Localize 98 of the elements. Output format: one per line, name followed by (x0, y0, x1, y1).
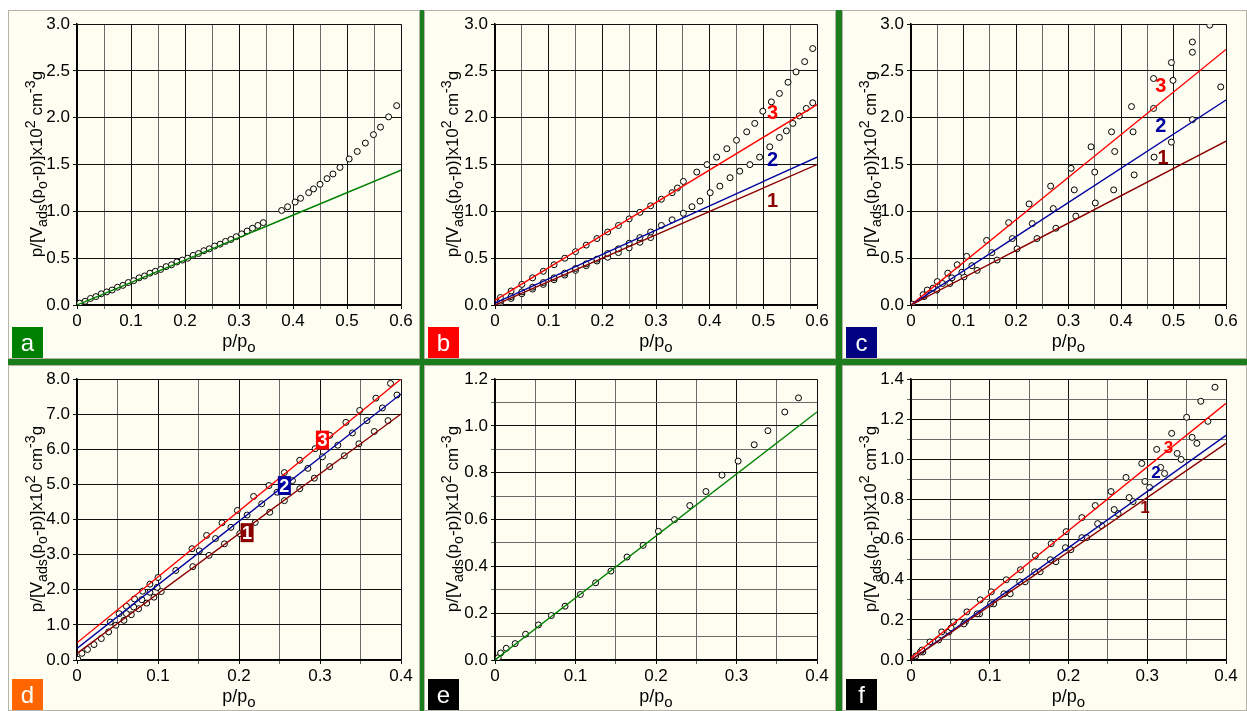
x-tick-label: 0.3 (724, 665, 749, 685)
x-tick-label: 0.5 (1161, 310, 1186, 330)
series-label: 1 (1157, 146, 1169, 169)
text: d (12, 679, 43, 710)
x-tick-label: 0.1 (119, 310, 143, 330)
x-tick-label: 0.4 (697, 310, 722, 330)
y-tick-label: 2.0 (464, 107, 488, 127)
y-tick-label: 8.0 (46, 368, 70, 388)
y-tick-label: 5.0 (46, 474, 70, 494)
y-tick-label: 0.5 (464, 247, 488, 267)
x-tick-label: 0.2 (1056, 665, 1081, 685)
series-label: 2 (1155, 113, 1167, 136)
y-tick-label: 3.0 (46, 13, 70, 33)
x-tick-label: 0.2 (227, 665, 251, 685)
y-tick-label: 0.4 (464, 556, 488, 576)
y-tick-label: 7.0 (46, 403, 70, 423)
x-tick-label: 0.5 (751, 310, 776, 330)
y-tick-label: 0.6 (464, 509, 488, 529)
y-tick-label: 2.5 (464, 60, 488, 80)
x-tick-label: 0.3 (1135, 665, 1160, 685)
y-tick-label: 1.0 (464, 201, 488, 221)
y-tick-label: 1.2 (464, 368, 488, 388)
y-tick-label: 4.0 (46, 509, 70, 529)
y-tick-label: 1.5 (880, 154, 904, 174)
series-label: 2 (1151, 463, 1161, 483)
x-tick-label: 0.4 (1109, 310, 1133, 330)
x-axis-title: p/p$_{o}$ (222, 331, 256, 357)
y-tick-label: 0.0 (880, 294, 904, 314)
y-tick-label: 3.0 (880, 13, 904, 33)
x-tick-label: 0.6 (1214, 310, 1238, 330)
y-tick-label: 0.8 (464, 462, 488, 482)
series-label: 1 (767, 189, 779, 212)
y-tick-label: 3.0 (46, 544, 70, 564)
text: e (428, 679, 459, 710)
y-tick-label: 3.0 (464, 13, 488, 33)
y-tick-label: 1.0 (46, 614, 70, 634)
y-tick-label: 1.0 (880, 201, 904, 221)
x-tick-label: 0 (906, 665, 916, 685)
y-tick-label: 1.5 (464, 154, 488, 174)
y-tick-label: 0.2 (880, 609, 904, 629)
x-axis-title: p/p$_{o}$ (639, 686, 673, 711)
x-tick-label: 0 (72, 665, 82, 685)
x-tick-label: 0.3 (308, 665, 332, 685)
y-tick-label: 1.0 (464, 415, 488, 435)
x-tick-label: 0.3 (644, 310, 668, 330)
x-tick-label: 0.3 (227, 310, 251, 330)
x-axis-title: p/p$_{o}$ (1051, 686, 1086, 711)
x-tick-label: 0.5 (335, 310, 359, 330)
y-tick-label: 1.5 (46, 154, 70, 174)
y-tick-label: 2.5 (880, 60, 904, 80)
series-label: 3 (317, 430, 328, 451)
x-tick-label: 0.3 (1056, 310, 1081, 330)
x-axis-title: p/p$_{o}$ (222, 686, 256, 711)
y-tick-label: 0.8 (880, 489, 904, 509)
x-tick-label: 0.1 (951, 310, 976, 330)
x-tick-label: 0.2 (173, 310, 197, 330)
x-tick-label: 0.4 (281, 310, 305, 330)
x-tick-label: 0.6 (389, 310, 413, 330)
y-tick-label: 1.0 (880, 449, 904, 469)
x-axis-title: p/p$_{o}$ (1051, 331, 1086, 357)
y-tick-label: 0.0 (880, 649, 904, 669)
x-tick-label: 0.4 (1214, 665, 1238, 685)
text: b (428, 327, 459, 358)
y-tick-label: 2.0 (46, 579, 70, 599)
y-tick-label: 2.0 (46, 107, 70, 127)
y-tick-label: 1.0 (46, 201, 70, 221)
y-tick-label: 2.5 (46, 60, 70, 80)
series-label: 2 (279, 475, 290, 496)
x-axis-title: p/p$_{o}$ (639, 331, 673, 357)
y-tick-label: 0.6 (880, 529, 904, 549)
text: c (846, 327, 877, 358)
y-tick-label: 2.0 (880, 107, 904, 127)
y-tick-label: 0.0 (464, 649, 488, 669)
x-tick-label: 0.1 (977, 665, 1002, 685)
y-tick-label: 0.2 (464, 602, 488, 622)
text: f (846, 679, 877, 710)
x-tick-label: 0.2 (1004, 310, 1028, 330)
x-tick-label: 0 (906, 310, 916, 330)
y-tick-label: 0.0 (46, 649, 70, 669)
y-tick-label: 6.0 (46, 439, 70, 459)
y-tick-label: 0.0 (46, 294, 70, 314)
x-tick-label: 0.1 (146, 665, 170, 685)
y-tick-label: 1.2 (880, 409, 904, 428)
x-tick-label: 0.2 (590, 310, 615, 330)
x-tick-label: 0.2 (644, 665, 668, 685)
x-tick-label: 0 (490, 665, 500, 685)
x-tick-label: 0.6 (805, 310, 829, 330)
x-tick-label: 0.4 (805, 665, 829, 685)
y-tick-label: 1.4 (880, 368, 904, 388)
x-tick-label: 0 (490, 310, 500, 330)
x-tick-label: 0.4 (389, 665, 413, 685)
series-label: 1 (242, 522, 253, 543)
x-tick-label: 0 (72, 310, 82, 330)
x-tick-label: 0.1 (536, 310, 561, 330)
y-tick-label: 0.0 (464, 294, 488, 314)
x-tick-label: 0.1 (563, 665, 588, 685)
series-label: 3 (1155, 73, 1167, 96)
text: a (12, 327, 43, 358)
